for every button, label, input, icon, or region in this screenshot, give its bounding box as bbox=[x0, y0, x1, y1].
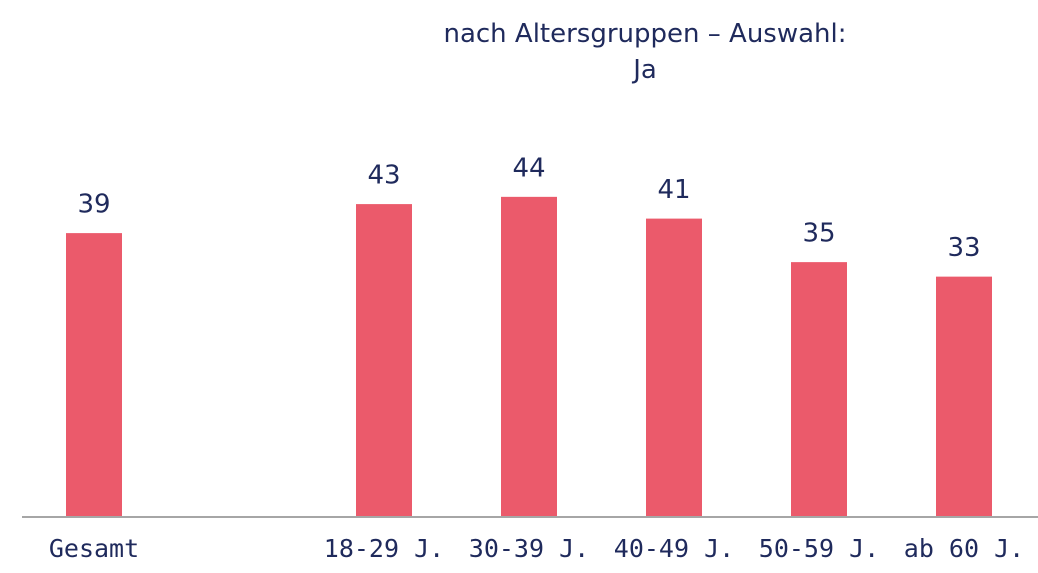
bar bbox=[66, 233, 122, 516]
bar bbox=[501, 196, 557, 516]
bar bbox=[646, 218, 702, 516]
x-tick-label: 40-49 J. bbox=[614, 534, 734, 563]
value-label: 39 bbox=[77, 190, 110, 220]
x-tick-label: 30-39 J. bbox=[469, 534, 589, 563]
chart-title: nach Altersgruppen – Auswahl: Ja bbox=[443, 19, 847, 85]
bar bbox=[356, 204, 412, 517]
x-tick-label: ab 60 J. bbox=[904, 534, 1024, 563]
value-label: 41 bbox=[657, 175, 690, 205]
value-label: 44 bbox=[512, 153, 545, 183]
x-tick-label: Gesamt bbox=[49, 534, 139, 563]
x-tick-label: 50-59 J. bbox=[759, 534, 879, 563]
value-label: 43 bbox=[367, 161, 400, 191]
value-label: 33 bbox=[947, 233, 980, 263]
bar bbox=[936, 276, 992, 516]
value-label: 35 bbox=[802, 219, 835, 249]
bar bbox=[791, 262, 847, 516]
x-tick-label: 18-29 J. bbox=[324, 534, 444, 563]
